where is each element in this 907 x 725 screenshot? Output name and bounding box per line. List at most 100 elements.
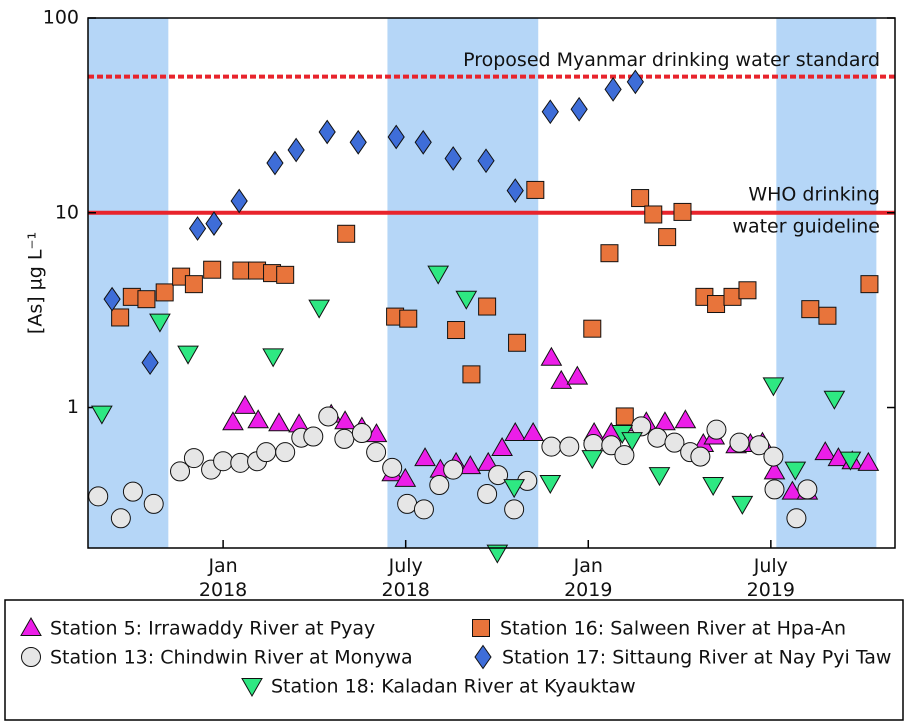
- marker: [823, 390, 846, 410]
- marker: [615, 407, 634, 426]
- marker: [414, 447, 436, 467]
- marker: [648, 467, 671, 487]
- marker: [763, 460, 786, 480]
- marker: [230, 188, 248, 214]
- marker: [232, 261, 251, 280]
- marker: [540, 346, 563, 366]
- marker: [541, 99, 559, 125]
- marker: [276, 265, 295, 284]
- marker: [723, 287, 742, 306]
- marker: [262, 348, 284, 368]
- marker: [541, 436, 562, 457]
- marker: [566, 365, 589, 385]
- marker: [631, 189, 650, 208]
- marker: [674, 409, 697, 429]
- marker: [503, 479, 526, 499]
- marker: [522, 421, 544, 441]
- marker: [149, 313, 171, 333]
- marker: [581, 450, 604, 470]
- marker: [143, 493, 164, 514]
- reference-label: WHO drinking: [748, 183, 880, 205]
- marker: [247, 409, 270, 429]
- marker: [729, 432, 750, 453]
- marker: [762, 377, 785, 397]
- marker: [141, 350, 159, 376]
- marker: [491, 436, 513, 456]
- marker: [256, 442, 277, 463]
- marker: [455, 290, 478, 310]
- y-tick-label: 100: [43, 7, 79, 29]
- marker: [506, 178, 524, 203]
- marker: [399, 309, 418, 328]
- marker: [303, 426, 324, 447]
- marker: [241, 678, 263, 698]
- legend-label: Station 5: Irrawaddy River at Pyay: [50, 618, 375, 640]
- marker: [526, 180, 545, 199]
- marker: [738, 281, 757, 300]
- marker: [111, 308, 130, 327]
- marker: [459, 455, 482, 475]
- marker: [366, 442, 387, 463]
- marker: [21, 647, 41, 667]
- reference-label: water guideline: [732, 215, 880, 237]
- marker: [318, 406, 339, 427]
- marker: [839, 451, 862, 471]
- marker: [318, 119, 336, 145]
- marker: [673, 202, 692, 221]
- marker: [626, 69, 644, 95]
- marker: [781, 480, 804, 500]
- marker: [474, 644, 492, 670]
- marker: [706, 419, 727, 440]
- marker: [170, 461, 191, 482]
- marker: [447, 321, 466, 340]
- marker: [103, 286, 121, 312]
- marker: [382, 457, 403, 478]
- marker: [570, 96, 588, 122]
- shaded-period: [387, 18, 539, 548]
- marker: [504, 421, 527, 441]
- marker: [462, 365, 481, 384]
- marker: [477, 483, 498, 504]
- marker: [414, 129, 432, 155]
- marker: [183, 448, 204, 469]
- marker: [444, 146, 462, 171]
- marker: [702, 477, 725, 497]
- marker: [443, 459, 464, 480]
- marker: [814, 441, 837, 461]
- legend-label: Station 16: Salween River at Hpa-An: [500, 618, 846, 640]
- marker: [110, 508, 131, 529]
- marker: [857, 451, 880, 471]
- marker: [784, 461, 807, 481]
- marker: [664, 432, 685, 453]
- marker: [504, 499, 525, 520]
- marker: [205, 211, 223, 236]
- marker: [583, 319, 602, 338]
- plot-frame: [87, 17, 896, 549]
- marker: [308, 299, 331, 319]
- marker: [786, 508, 807, 529]
- marker: [764, 479, 785, 500]
- marker: [184, 275, 203, 294]
- marker: [397, 493, 418, 514]
- legend-label: Station 18: Kaladan River at Kyauktaw: [271, 676, 636, 698]
- marker: [387, 124, 405, 150]
- x-tick-label: Jan 2019: [564, 555, 613, 601]
- marker: [478, 297, 497, 316]
- marker: [707, 295, 726, 314]
- marker: [818, 306, 837, 325]
- marker: [429, 475, 450, 496]
- marker: [248, 261, 267, 280]
- marker: [621, 432, 643, 452]
- marker: [20, 616, 42, 636]
- y-tick-label: 10: [55, 201, 79, 223]
- reference-label: Proposed Myanmar drinking water standard: [463, 49, 880, 71]
- marker: [550, 369, 573, 389]
- marker: [155, 283, 174, 302]
- marker: [539, 474, 562, 494]
- marker: [488, 465, 509, 486]
- y-axis-label: [As] µg L⁻¹: [25, 232, 47, 334]
- marker: [801, 300, 820, 319]
- marker: [690, 446, 711, 467]
- y-tick-label: 1: [67, 396, 79, 418]
